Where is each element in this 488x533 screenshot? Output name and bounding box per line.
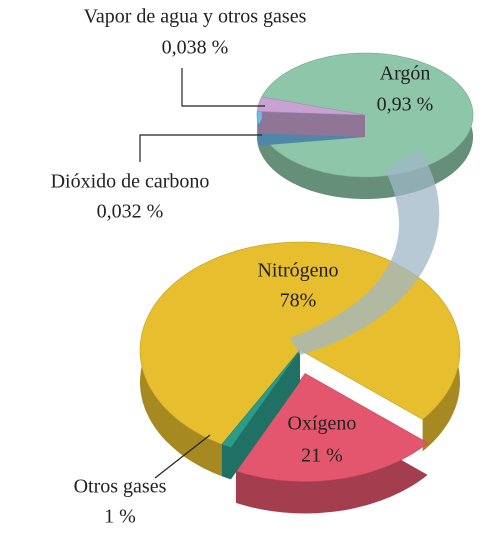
value-label: 0,032 % <box>97 201 164 223</box>
leader-line <box>140 135 262 162</box>
slice-label: Argón <box>380 63 431 85</box>
value-label: 21 % <box>301 445 343 467</box>
slice-label: Nitrógeno <box>257 260 338 282</box>
slice-label: Otros gases <box>74 476 167 498</box>
value-label: 0,038 % <box>162 37 229 59</box>
slice-label: Oxígeno <box>288 413 357 435</box>
value-label: 1 % <box>104 506 136 528</box>
value-label: 0,93 % <box>377 94 434 116</box>
chart: Nitrógeno 78% Oxígeno 21 % Otros gases 1… <box>0 0 488 533</box>
slice-label: Dióxido de carbono <box>51 171 210 193</box>
slice-label: Vapor de agua y otros gases <box>84 6 307 28</box>
value-label: 78% <box>280 290 317 312</box>
leader-line <box>182 68 265 106</box>
